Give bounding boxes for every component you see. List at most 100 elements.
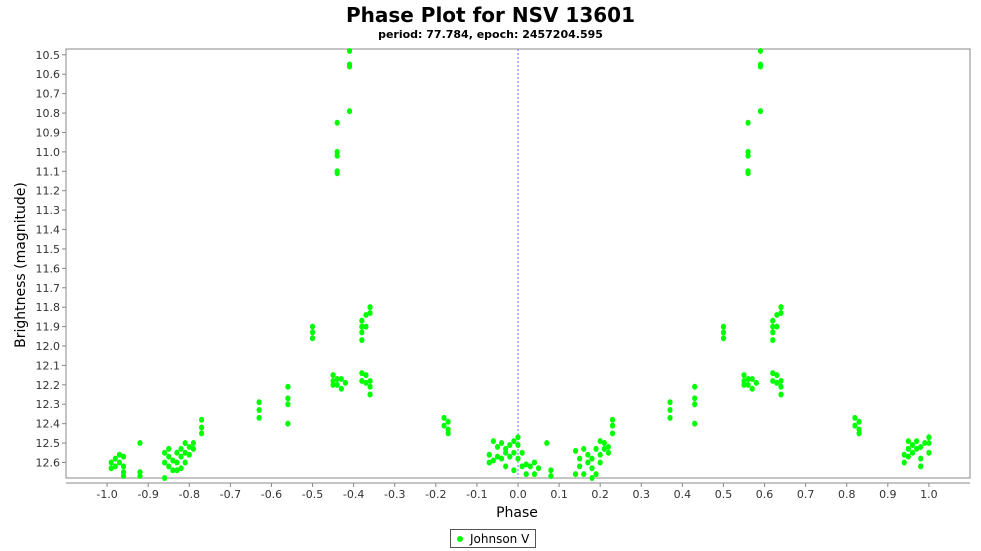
data-point xyxy=(515,455,521,462)
data-point xyxy=(367,383,373,390)
data-point xyxy=(909,449,916,456)
x-axis: -1.0 -0.9 -0.8 -0.7 -0.6 -0.5 -0.4 -0.3 -0.2 -0.1… xyxy=(66,482,970,501)
y-tick-label: 11.5 xyxy=(36,243,61,256)
data-point xyxy=(852,414,858,421)
data-point xyxy=(511,467,517,474)
data-point xyxy=(597,438,603,445)
x-tick-label: -0.1 xyxy=(466,488,487,501)
data-point xyxy=(605,443,612,450)
y-tick-label: 11.7 xyxy=(36,282,61,295)
data-point xyxy=(577,455,583,462)
data-point xyxy=(494,453,501,460)
data-point xyxy=(745,381,751,388)
y-tick-label: 10.5 xyxy=(36,49,61,62)
data-point xyxy=(527,463,533,470)
data-point xyxy=(359,317,365,324)
data-point xyxy=(116,451,123,458)
data-point xyxy=(757,63,764,70)
data-point xyxy=(856,430,862,437)
data-point xyxy=(108,459,114,466)
data-point xyxy=(774,372,780,379)
data-point xyxy=(367,310,373,316)
data-point xyxy=(535,465,542,472)
y-axis-label: Brightness (magnitude) xyxy=(13,182,29,348)
data-point xyxy=(445,430,451,437)
x-tick-label: -0.8 xyxy=(179,488,200,501)
data-point xyxy=(589,455,595,462)
data-point xyxy=(174,467,180,474)
data-point xyxy=(507,442,513,448)
data-point xyxy=(585,459,591,466)
x-tick-label: 0.3 xyxy=(633,488,651,501)
data-point xyxy=(190,440,196,447)
y-tick-label: 11.8 xyxy=(36,301,61,314)
data-point xyxy=(778,310,784,316)
data-point xyxy=(342,379,349,386)
data-point xyxy=(720,323,727,330)
data-point xyxy=(548,467,554,474)
data-point xyxy=(367,377,373,384)
y-tick-label: 12.3 xyxy=(36,398,61,411)
data-point xyxy=(609,422,616,429)
data-point xyxy=(757,47,764,54)
data-point xyxy=(178,445,184,452)
y-tick-label: 11.6 xyxy=(36,262,61,275)
data-point xyxy=(901,451,907,458)
data-point xyxy=(116,459,123,466)
data-point xyxy=(334,119,340,126)
data-point xyxy=(593,445,599,452)
data-point xyxy=(926,449,932,456)
data-point xyxy=(531,471,538,478)
data-point xyxy=(692,420,698,427)
data-point xyxy=(778,304,784,311)
data-point xyxy=(770,337,776,344)
data-point xyxy=(166,453,172,460)
data-point xyxy=(162,449,168,456)
data-point xyxy=(186,451,192,458)
data-point xyxy=(108,465,114,472)
data-point xyxy=(256,414,262,421)
data-point xyxy=(601,440,607,447)
data-point xyxy=(581,445,587,452)
data-point xyxy=(346,47,353,54)
data-point xyxy=(334,152,340,159)
data-point xyxy=(741,372,747,379)
x-tick-label: 0.4 xyxy=(674,488,692,501)
data-point xyxy=(490,457,496,464)
data-point xyxy=(503,463,509,470)
data-point xyxy=(498,455,505,462)
data-point xyxy=(285,395,291,402)
x-tick-label: 0.8 xyxy=(838,488,856,501)
data-point xyxy=(359,337,365,344)
data-point xyxy=(490,438,496,445)
data-point xyxy=(757,108,764,115)
data-point xyxy=(749,385,755,392)
data-point xyxy=(749,376,755,382)
data-point xyxy=(334,381,340,388)
data-point xyxy=(486,451,492,458)
chart-subtitle: period: 77.784, epoch: 2457204.595 xyxy=(378,28,603,41)
chart-title: Phase Plot for NSV 13601 xyxy=(345,3,636,27)
data-point xyxy=(256,399,262,406)
x-axis-label: Phase xyxy=(496,505,538,521)
x-tick-label: -0.3 xyxy=(384,488,405,501)
data-point xyxy=(577,463,583,470)
x-tick-label: 0.1 xyxy=(550,488,568,501)
data-point xyxy=(511,438,517,445)
data-point xyxy=(918,455,924,462)
data-point xyxy=(178,465,184,472)
data-point xyxy=(922,440,928,447)
x-tick-label: 0.9 xyxy=(879,488,897,501)
data-point xyxy=(753,379,759,386)
data-point xyxy=(585,451,591,458)
data-point xyxy=(367,304,373,311)
y-tick-label: 12.2 xyxy=(36,379,61,392)
y-tick-label: 12.1 xyxy=(36,359,61,372)
data-point xyxy=(745,170,751,177)
data-point xyxy=(778,391,784,398)
data-point xyxy=(330,381,336,388)
data-point xyxy=(178,453,184,460)
data-point xyxy=(531,459,538,466)
data-point xyxy=(285,420,291,427)
